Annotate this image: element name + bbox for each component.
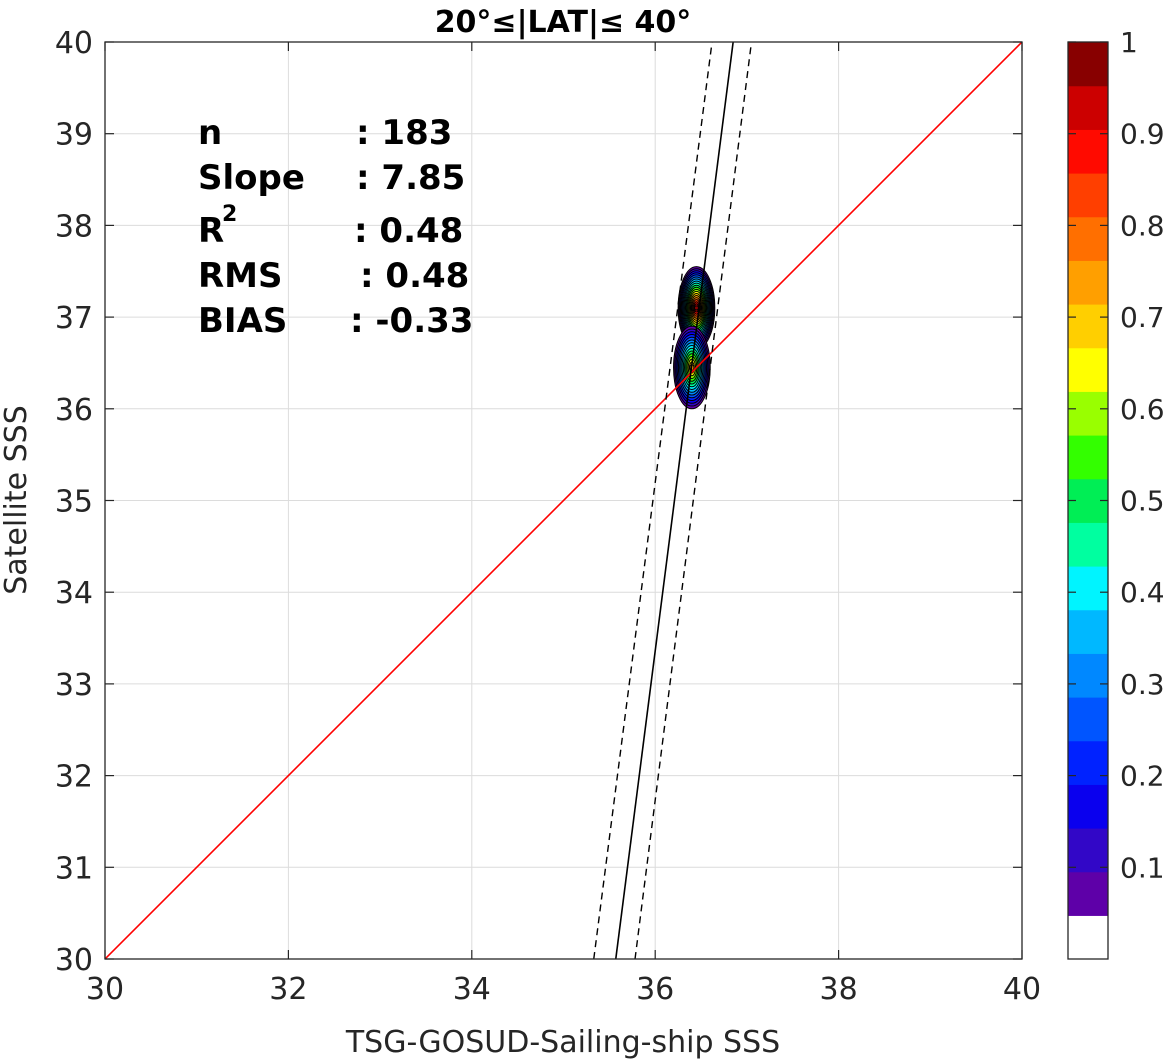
colorbar-tick-label-7: 0.8 (1120, 209, 1165, 242)
colorbar-band-17 (1068, 173, 1108, 218)
colorbar-tick-label-6: 0.7 (1120, 301, 1165, 334)
stats-annotation: n : 183 Slope : 7.85 R 2 : 0.48 RMS : 0.… (198, 113, 473, 341)
colorbar-band-3 (1068, 784, 1108, 829)
colorbar-band-12 (1068, 391, 1108, 436)
x-tick-label-2: 34 (453, 972, 491, 1007)
stat-bias-label: BIAS (198, 301, 287, 341)
colorbar-band-14 (1068, 304, 1108, 349)
colorbar-band-1 (1068, 871, 1108, 916)
grid (104, 41, 1023, 960)
y-tick-label-0: 30 (55, 943, 93, 978)
stat-slope-value: : 7.85 (356, 158, 465, 198)
colorbar-band-18 (1068, 129, 1108, 174)
stat-bias-value: : -0.33 (350, 301, 473, 341)
colorbar-tick-label-8: 0.9 (1120, 118, 1165, 151)
stat-slope-label: Slope (198, 158, 305, 198)
colorbar-tick-label-5: 0.6 (1120, 393, 1165, 426)
y-tick-label-4: 34 (55, 576, 93, 611)
colorbar-band-15 (1068, 260, 1108, 305)
colorbar-tick-label-4: 0.5 (1120, 485, 1165, 518)
y-tick-label-6: 36 (55, 393, 93, 428)
colorbar-band-20 (1068, 42, 1108, 87)
colorbar: 0.1 0.2 0.3 0.4 0.5 0.6 0.7 0.8 0.9 1 (1067, 26, 1165, 960)
stat-r2-value: : 0.48 (354, 211, 463, 251)
stat-rms-value: : 0.48 (360, 256, 469, 296)
x-tick-label-4: 38 (820, 972, 858, 1007)
y-axis-title: Satellite SSS (0, 405, 34, 595)
colorbar-band-2 (1068, 828, 1108, 873)
stat-r2-label: R (198, 211, 224, 251)
colorbar-band-4 (1068, 740, 1108, 785)
y-tick-label-10: 40 (55, 26, 93, 61)
y-tick-label-9: 39 (55, 118, 93, 153)
chart-title: 20°≤|LAT|≤ 40° (435, 5, 692, 40)
colorbar-band-19 (1068, 85, 1108, 130)
colorbar-band-0 (1068, 915, 1108, 960)
regression-line (614, 42, 734, 959)
colorbar-band-6 (1068, 653, 1108, 698)
x-tick-label-3: 36 (636, 972, 674, 1007)
identity-line (105, 42, 1022, 959)
density-contour-upper-20 (693, 305, 699, 311)
colorbar-tick-label-0: 0.1 (1120, 851, 1165, 884)
x-tick-label-0: 30 (86, 972, 124, 1007)
colorbar-band-7 (1068, 609, 1108, 654)
confidence-line-1 (634, 42, 753, 959)
colorbar-band-9 (1068, 522, 1108, 567)
y-tick-label-5: 35 (55, 485, 93, 520)
x-axis-title: TSG-GOSUD-Sailing-ship SSS (345, 1025, 780, 1060)
stat-rms-label: RMS (198, 256, 283, 296)
y-tick-label-8: 38 (55, 209, 93, 244)
x-tick-label-5: 40 (1003, 972, 1041, 1007)
stat-r2-sup: 2 (222, 202, 237, 227)
density-contours (673, 266, 716, 410)
colorbar-band-13 (1068, 347, 1108, 392)
colorbar-band-16 (1068, 216, 1108, 261)
colorbar-band-11 (1068, 435, 1108, 480)
colorbar-tick-label-1: 0.2 (1120, 760, 1165, 793)
confidence-line-0 (593, 42, 713, 959)
colorbar-band-8 (1068, 566, 1108, 611)
colorbar-band-5 (1068, 697, 1108, 742)
y-tick-label-2: 32 (55, 760, 93, 795)
colorbar-tick-label-2: 0.3 (1120, 668, 1165, 701)
y-tick-label-1: 31 (55, 851, 93, 886)
stat-n-label: n (198, 113, 222, 153)
x-tick-label-1: 32 (269, 972, 307, 1007)
y-tick-label-3: 33 (55, 668, 93, 703)
colorbar-tick-label-9: 1 (1120, 26, 1138, 59)
confidence-lines (593, 42, 753, 959)
ticks: 30 32 34 36 38 40 30 31 32 33 34 35 36 37 38 39 40 (55, 26, 1041, 1007)
y-tick-label-7: 37 (55, 301, 93, 336)
colorbar-tick-label-3: 0.4 (1120, 576, 1165, 609)
stat-n-value: : 183 (356, 113, 452, 153)
